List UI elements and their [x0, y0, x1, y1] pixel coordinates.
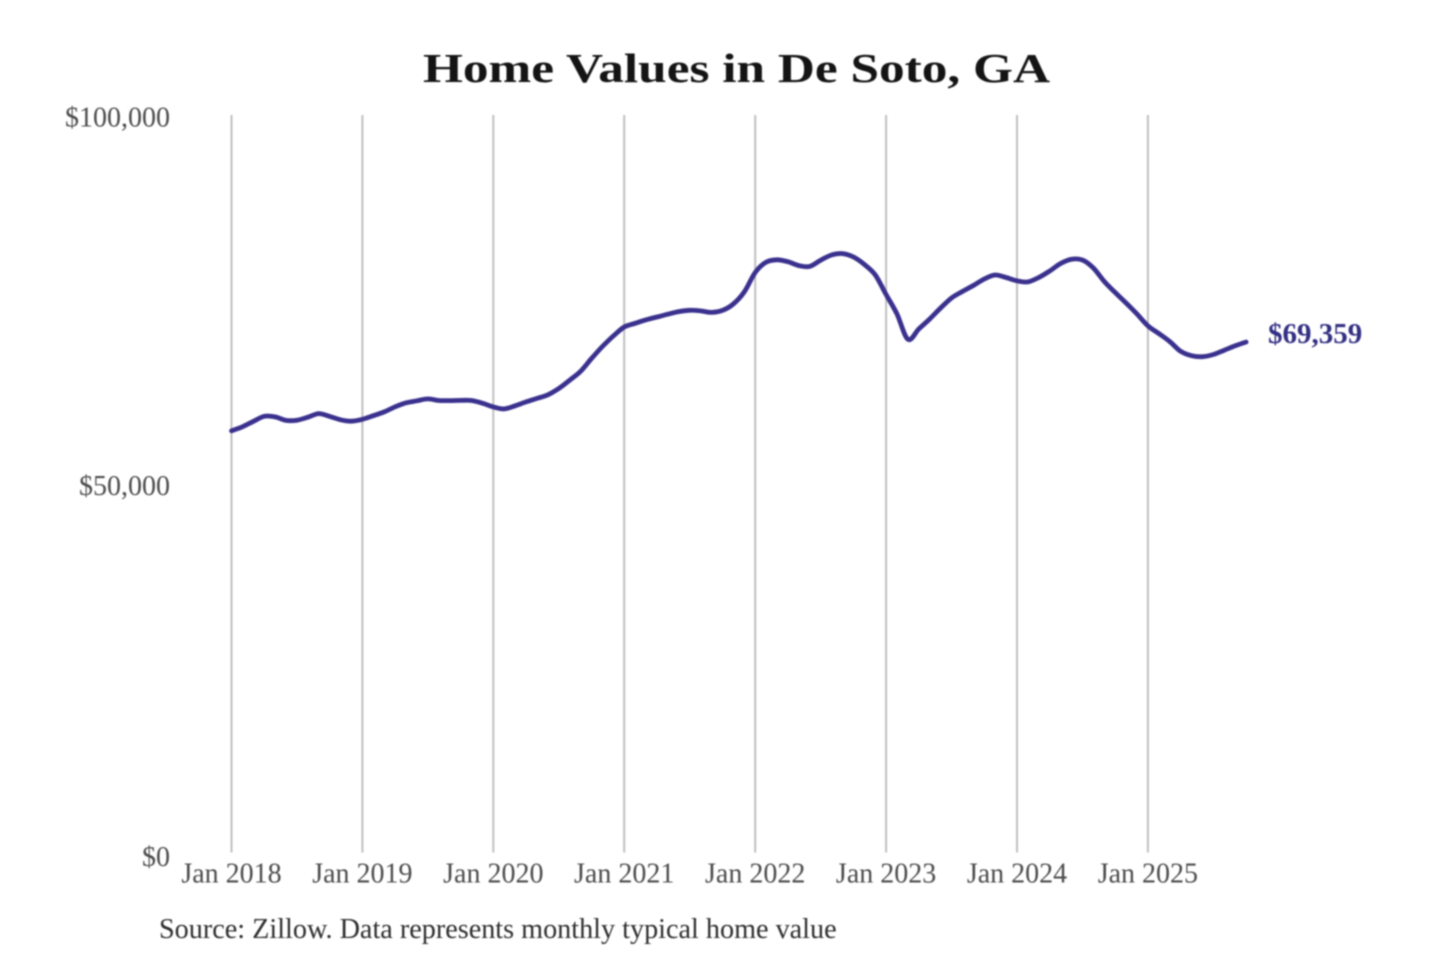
svg-text:$69,359: $69,359: [1268, 318, 1362, 350]
svg-text:$0: $0: [142, 842, 170, 873]
svg-text:Jan 2018: Jan 2018: [181, 859, 281, 890]
svg-text:Jan 2024: Jan 2024: [967, 859, 1067, 890]
svg-text:Jan 2020: Jan 2020: [443, 859, 543, 890]
svg-text:Jan 2022: Jan 2022: [705, 859, 805, 890]
svg-text:Jan 2023: Jan 2023: [836, 859, 936, 890]
svg-text:Jan 2021: Jan 2021: [574, 859, 674, 890]
svg-text:Source: Zillow. Data represent: Source: Zillow. Data represents monthly …: [159, 914, 837, 945]
svg-text:Jan 2019: Jan 2019: [312, 859, 412, 890]
svg-text:Jan 2025: Jan 2025: [1098, 859, 1198, 890]
svg-text:$50,000: $50,000: [79, 471, 170, 502]
svg-text:$100,000: $100,000: [65, 103, 170, 134]
svg-text:Home Values in De Soto, GA: Home Values in De Soto, GA: [423, 45, 1050, 91]
